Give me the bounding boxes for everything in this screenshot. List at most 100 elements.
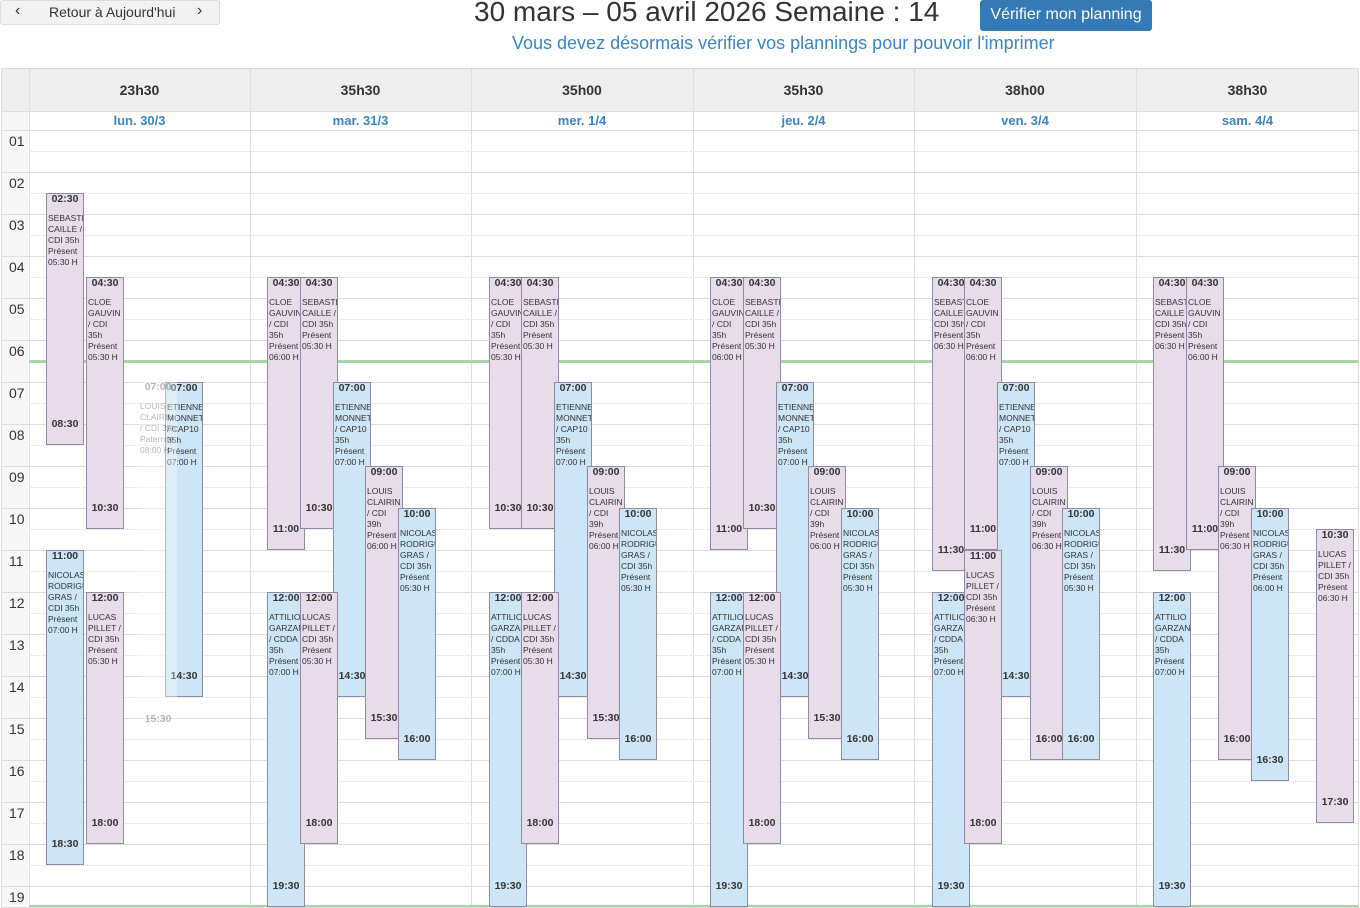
day-label[interactable]: lun. 30/3 — [113, 113, 166, 128]
shift-end: 19:30 — [494, 880, 522, 892]
shift-start: 09:00 — [1223, 466, 1251, 478]
hour-line — [2, 256, 1358, 257]
shift-end: 11:00 — [272, 523, 300, 535]
shift[interactable]: 07:00 ETIENNE MONNET / CAP10 35h Présent 07… — [554, 382, 592, 697]
shift-hours: 05:30 H — [523, 656, 553, 666]
shift[interactable]: 04:30 CLOE GAUVIN / CDI 35h Présent 06:00 H… — [267, 277, 305, 550]
day-label[interactable]: jeu. 2/4 — [781, 113, 826, 128]
bottom-line — [29, 905, 1358, 907]
shift-end: 14:30 — [170, 670, 198, 682]
shift[interactable]: 12:00 LUCAS PILLET / CDI 35h Présent 05:30 … — [743, 592, 781, 844]
shift-details: LUCAS PILLET / CDI 35h Présent 06:30 H — [965, 562, 1001, 625]
hour-label: 04 — [9, 259, 25, 275]
day-label[interactable]: ven. 3/4 — [1001, 113, 1049, 128]
shift-status: Présent — [934, 656, 964, 666]
shift-details: CLOE GAUVIN / CDI 35h Présent 06:00 H — [965, 289, 1001, 363]
shift[interactable]: 11:00 LUCAS PILLET / CDI 35h Présent 06:30 … — [964, 550, 1002, 844]
shift-start: 04:30 — [1191, 277, 1219, 289]
shift-status: Présent — [966, 341, 996, 351]
shift[interactable]: 12:00 LUCAS PILLET / CDI 35h Présent 05:30 … — [300, 592, 338, 844]
shift-end: 19:30 — [1158, 880, 1186, 892]
shift-hours: 06:00 H — [810, 541, 840, 551]
shift[interactable]: 04:30SEBASTIEN CAILLE / CDI 35hPrésent05… — [521, 277, 559, 529]
shift-start: 07:00 — [781, 382, 809, 394]
shift-hours: 05:30 H — [1064, 583, 1094, 593]
shift-end: 10:30 — [526, 502, 554, 514]
shift-status: Présent — [1253, 572, 1283, 582]
day-label[interactable]: sam. 4/4 — [1221, 113, 1274, 128]
shift[interactable]: 04:30SEBASTIEN CAILLE / CDI 35hPrésent05… — [743, 277, 781, 529]
shift[interactable]: 12:00 LUCAS PILLET / CDI 35h Présent 05:30 … — [521, 592, 559, 844]
back-button[interactable]: ‹ Retour à Aujourd'hui › — [0, 0, 220, 25]
shift[interactable]: 04:30 CLOE GAUVIN / CDI 35h Présent 06:00 H… — [710, 277, 748, 550]
shift[interactable]: 02:30SEBASTIEN CAILLE / CDI 35hPrésent05… — [46, 193, 84, 445]
hour-label: 14 — [9, 679, 25, 695]
shift[interactable]: 12:00 LUCAS PILLET / CDI 35h Présent 05:30 … — [86, 592, 124, 844]
shift-end: 11:30 — [937, 544, 965, 556]
shift-employee: LUCAS PILLET / CDI 35h — [745, 612, 778, 644]
shift-end: 18:30 — [51, 838, 79, 850]
hour-line — [2, 550, 1358, 551]
day-label[interactable]: mer. 1/4 — [557, 113, 607, 128]
day-label[interactable]: mar. 31/3 — [332, 113, 389, 128]
shift[interactable]: 10:30 LUCAS PILLET / CDI 35h Présent 06:30 … — [1316, 529, 1354, 823]
shift[interactable]: 09:00 LOUIS CLAIRIN / CDI 39h Présent 06:00… — [808, 466, 846, 739]
subtitle: Vous devez désormais vérifier vos planni… — [512, 33, 1055, 53]
shift-employee: LUCAS PILLET / CDI 35h — [523, 612, 556, 644]
shift-end: 10:30 — [91, 502, 119, 514]
shift-employee: LUCAS PILLET / CDI 35h — [966, 570, 999, 602]
shift[interactable]: 07:00 ETIENNE MONNET / CAP10 35h Présent 07… — [165, 382, 203, 697]
half-hour-line — [29, 529, 1358, 530]
hour-line — [2, 298, 1358, 299]
next-arrow[interactable]: › — [197, 2, 203, 19]
shift[interactable]: 04:30 CLOE GAUVIN / CDI 35h Présent 05:30 H… — [86, 277, 124, 529]
shift[interactable]: 04:30 CLOE GAUVIN / CDI 35h Présent 06:00 H… — [1186, 277, 1224, 550]
shift-status: Présent — [400, 572, 430, 582]
shift[interactable]: 04:30 CLOE GAUVIN / CDI 35h Présent 05:30 H… — [489, 277, 527, 529]
header-row — [2, 69, 1358, 111]
prev-arrow[interactable]: ‹ — [15, 2, 21, 19]
shift-employee: ETIENNE MONNET / CAP10 35h — [167, 402, 203, 445]
day-total: 38h30 — [1227, 82, 1268, 98]
verify-button[interactable]: Vérifier mon planning — [980, 0, 1152, 31]
shift-status: Présent — [712, 341, 742, 351]
shift-employee: LOUIS CLAIRIN / CDI 39h — [140, 401, 176, 433]
shift[interactable]: 07:00 LOUIS CLAIRIN / CDI 39h Paternité 08:… — [139, 382, 177, 739]
hour-label: 07 — [9, 385, 25, 401]
shift-hours: 07:00 H — [934, 667, 964, 677]
half-hour-line — [29, 571, 1358, 572]
shift-details: LOUIS CLAIRIN / CDI 39h Présent 06:00 H — [588, 478, 624, 552]
hour-line — [2, 760, 1358, 761]
shift-hours: 05:30 H — [491, 352, 521, 362]
hour-label: 15 — [9, 721, 25, 737]
shift-employee: SEBASTIEN CAILLE / CDI 35h — [48, 213, 84, 245]
shift-start: 12:00 — [1158, 592, 1186, 604]
shift-end: 10:30 — [494, 502, 522, 514]
shift-hours: 06:00 H — [712, 352, 742, 362]
shift[interactable]: 07:00 ETIENNE MONNET / CAP10 35h Présent 07… — [997, 382, 1035, 697]
shift-details: LOUIS CLAIRIN / CDI 39h Présent 06:30 H — [1219, 478, 1255, 552]
shift-hours: 06:30 H — [1032, 541, 1062, 551]
shift-details: LOUIS CLAIRIN / CDI 39h Présent 06:00 H — [366, 478, 402, 552]
shift-status: Présent — [302, 645, 332, 655]
shift[interactable]: 07:00 ETIENNE MONNET / CAP10 35h Présent 07… — [776, 382, 814, 697]
shift-end: 19:30 — [937, 880, 965, 892]
shift-end: 18:00 — [526, 817, 554, 829]
shift-hours: 06:30 H — [1155, 341, 1185, 351]
hour-label: 19 — [9, 889, 25, 905]
shift[interactable]: 07:00 ETIENNE MONNET / CAP10 35h Présent 07… — [333, 382, 371, 697]
shift[interactable]: 09:00 LOUIS CLAIRIN / CDI 39h Présent 06:00… — [587, 466, 625, 739]
shift[interactable]: 04:30SEBASTIEN CAILLE / CDI 35hPrésent05… — [300, 277, 338, 529]
shift-hours: 06:00 H — [589, 541, 619, 551]
hour-label: 05 — [9, 301, 25, 317]
shift-employee: NICOLAS RODRIGUES GRAS / CDI 35h — [621, 528, 657, 571]
